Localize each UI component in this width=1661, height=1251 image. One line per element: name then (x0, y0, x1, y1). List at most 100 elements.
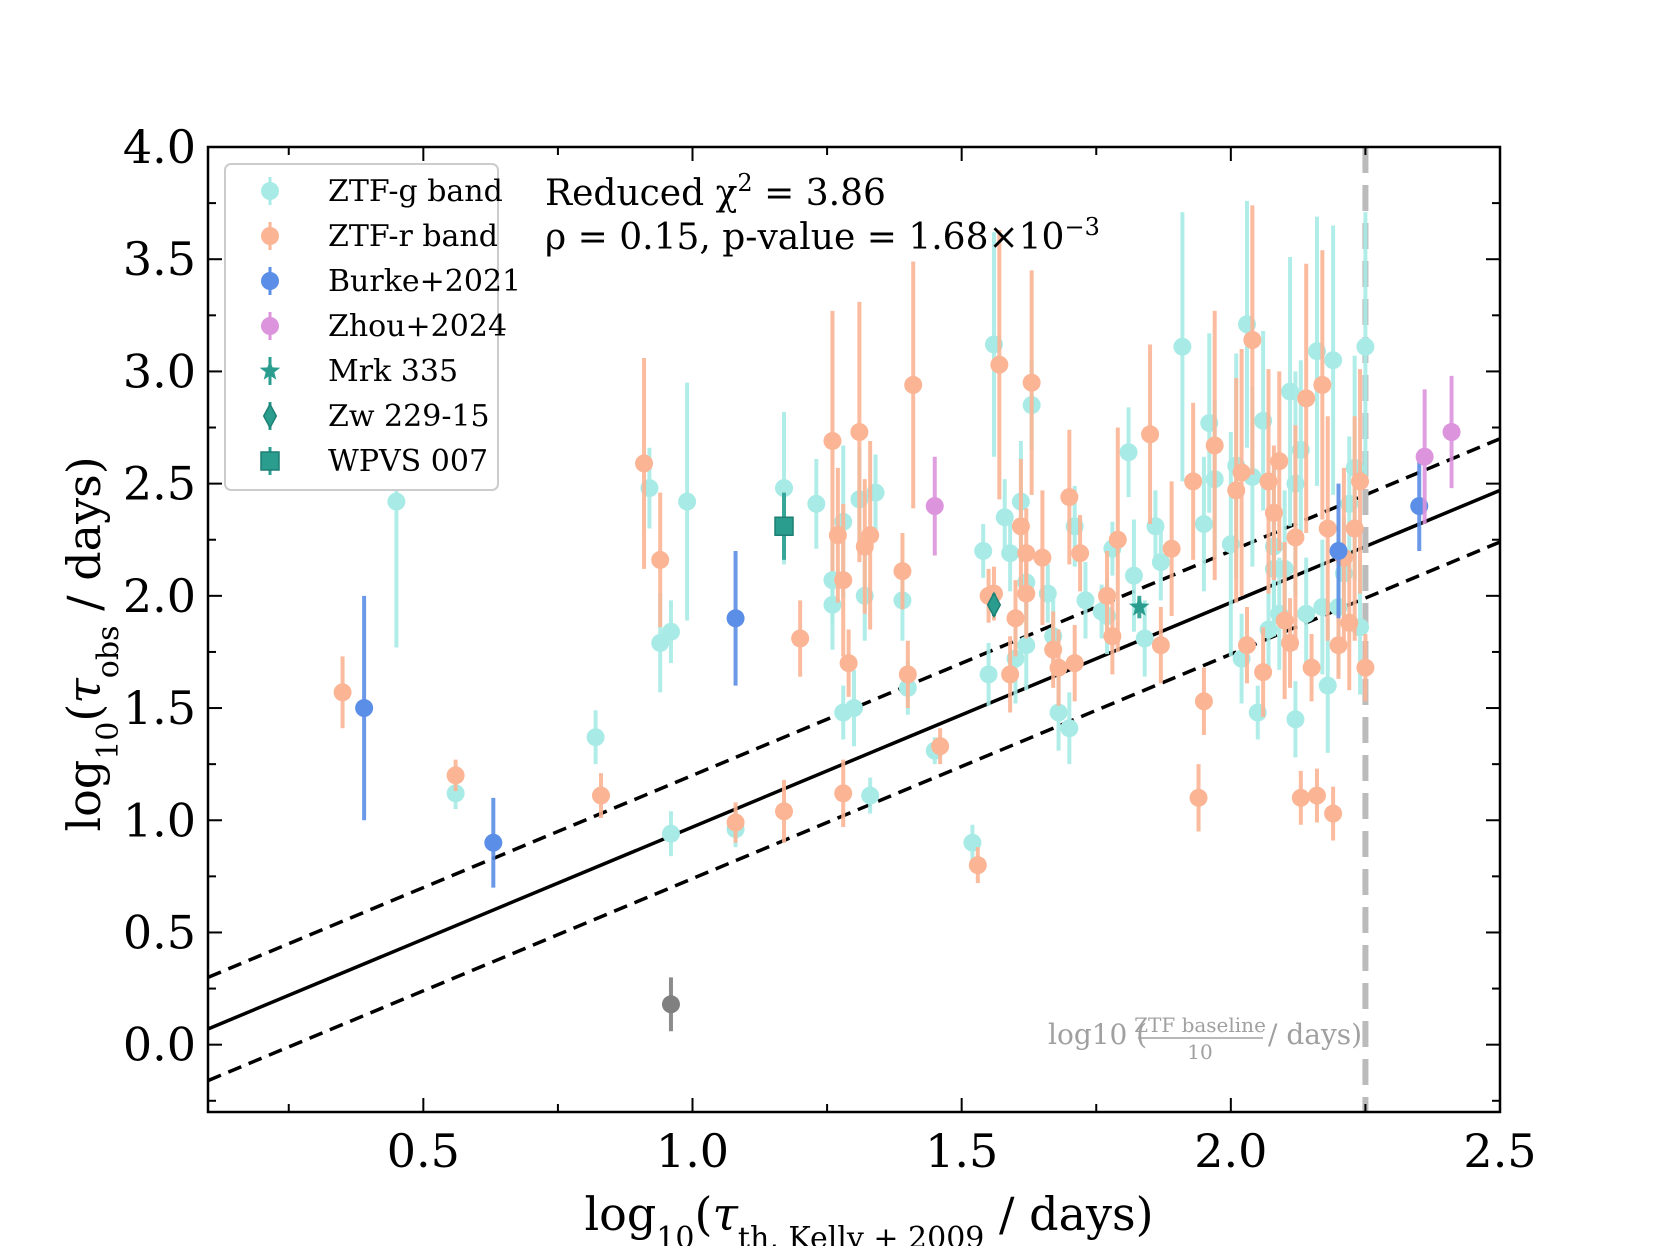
ztf-g-band-point-2 (586, 728, 605, 747)
legend-box (224, 163, 499, 491)
x-tick-label: 2.0 (1194, 1124, 1267, 1178)
ztf-r-band-point-7 (791, 629, 810, 648)
ztf-r-band-point-61 (1313, 375, 1332, 394)
svg-text:ZTF baseline: ZTF baseline (1134, 1013, 1266, 1037)
ztf-r-band-point-45 (1205, 436, 1224, 455)
ztf-r-band-point-50 (1254, 663, 1273, 682)
ztf-r-band-point-5 (726, 813, 745, 832)
ztf-r-band-point-8 (823, 431, 842, 450)
ztf-g-band-point-6 (661, 824, 680, 843)
ztf-r-band-point-41 (1162, 539, 1181, 558)
ztf-g-band-point-49 (1194, 515, 1213, 534)
ztf-r-band-point-60 (1307, 786, 1326, 805)
zhou-2024-point-2 (1442, 423, 1461, 442)
burke-2021-point-2 (726, 609, 745, 628)
legend-label: ZTF-g band (328, 174, 503, 209)
ztf-r-band-point-15 (861, 526, 880, 545)
ztf-g-band-point-28 (1001, 544, 1020, 563)
ztf-g-band-point-68 (1297, 604, 1316, 623)
plot-frame (206, 145, 1502, 1114)
series-ztf-r-band (333, 205, 1375, 884)
legend-marker-burke-2021 (261, 272, 279, 290)
ztf-g-band-point-7 (678, 492, 697, 511)
ztf-r-band-point-0 (333, 683, 352, 702)
x-tick-label: 2.5 (1463, 1124, 1536, 1178)
burke-2021-point-0 (355, 699, 374, 718)
axis-ticks: 0.5 1.0 1.5 2.0 2.5 0.0 0.5 1.0 1.5 2.0 2.5 3.0 3.5 4… (123, 120, 1537, 1178)
y-tick-label: 4.0 (123, 120, 196, 174)
zhou-2024-point-1 (1415, 447, 1434, 466)
baseline-label: log10 ( ZTF baseline 10 / days) (1048, 1013, 1362, 1064)
ztf-r-band-point-11 (834, 784, 853, 803)
data-points (333, 200, 1461, 1032)
ztf-r-band-point-16 (893, 562, 912, 581)
ztf-g-band-point-32 (1017, 636, 1036, 655)
ztf-r-band-point-30 (1033, 548, 1052, 567)
x-tick-label: 1.5 (925, 1124, 998, 1178)
y-tick-label: 0.5 (123, 905, 196, 959)
ztf-r-band-point-33 (1060, 488, 1079, 507)
ztf-r-band-point-57 (1291, 788, 1310, 807)
ztf-g-band-point-47 (1151, 553, 1170, 572)
legend-label: Burke+2021 (328, 264, 521, 299)
legend-marker-ztf-r-band (261, 227, 279, 245)
ztf-g-band-point-0 (387, 492, 406, 511)
series-wpvs-007 (774, 492, 794, 560)
ztf-r-band-point-13 (850, 423, 869, 442)
ztf-g-band-point-1 (446, 784, 465, 803)
ztf-g-band-point-24 (974, 541, 993, 560)
legend-item-zw-229-15: Zw 229-15 (262, 399, 490, 434)
ztf-g-band-point-36 (1049, 703, 1068, 722)
ztf-r-band-point-19 (931, 737, 950, 756)
ztf-g-band-point-72 (1324, 351, 1343, 370)
svg-text:log10 (: log10 ( (1048, 1018, 1147, 1051)
y-tick-label: 2.0 (123, 569, 196, 623)
x-axis-label: log10(τth, Kelly + 2009 / days) (584, 1187, 1153, 1246)
ztf-r-band-point-35 (1071, 544, 1090, 563)
reference-lines (207, 437, 1501, 1083)
legend-label: Mrk 335 (328, 354, 458, 389)
ztf-r-band-point-38 (1108, 530, 1127, 549)
y-tick-label: 2.5 (123, 457, 196, 511)
legend-label: WPVS 007 (328, 444, 488, 479)
y-tick-label: 0.0 (123, 1018, 196, 1072)
wpvs-007-point-0 (774, 516, 794, 537)
legend-item-wpvs-007: WPVS 007 (260, 444, 488, 479)
ztf-g-band-point-10 (807, 494, 826, 513)
y-tick-label: 3.5 (123, 232, 196, 286)
ztf-r-band-point-69 (1356, 658, 1375, 677)
legend-marker-mrk-335 (259, 360, 281, 380)
legend-item-zhou-2024: Zhou+2024 (261, 309, 507, 344)
legend-marker-zhou-2024 (261, 317, 279, 335)
ztf-g-band-point-15 (845, 699, 863, 718)
ztf-r-band-point-56 (1286, 528, 1305, 547)
y-tick-label: 1.0 (123, 793, 196, 847)
ztf-g-band-point-9 (775, 479, 794, 498)
legend-item-burke-2021: Burke+2021 (261, 264, 521, 299)
ztf-r-band-point-17 (898, 665, 917, 684)
zw-229-15-point-0 (986, 591, 1002, 619)
legend-marker-ztf-g-band (261, 182, 279, 200)
ztf-r-band-point-44 (1194, 692, 1213, 711)
y-tick-label: 1.5 (123, 681, 196, 735)
ztf-g-band-point-65 (1286, 710, 1305, 729)
legend-marker-wpvs-007 (260, 451, 280, 471)
legend: ZTF-g band ZTF-r band Burke+2021 Zhou+2024 M… (224, 163, 521, 491)
legend-label: Zw 229-15 (328, 399, 490, 434)
ztf-r-band-point-10 (834, 571, 853, 590)
y-tick-label: 3.0 (123, 344, 196, 398)
burke-2021-point-3 (1329, 541, 1348, 560)
mrk-335-point-0 (1129, 596, 1150, 616)
svg-text:/ days): / days) (1268, 1018, 1362, 1051)
ztf-r-band-point-58 (1297, 389, 1316, 408)
legend-item-ztf-r-band: ZTF-r band (261, 219, 498, 254)
series-ztf-g-band (387, 200, 1375, 861)
correlation-annotation: ρ = 0.15, p-value = 1.68×10−3 (545, 213, 1100, 258)
ztf-r-band-point-42 (1184, 472, 1203, 491)
ztf-r-band-point-63 (1324, 804, 1343, 823)
ztf-r-band-point-29 (1022, 373, 1041, 392)
series-mrk-335 (1129, 595, 1150, 619)
ztf-r-band-point-47 (1232, 463, 1251, 482)
ztf-r-band-point-6 (775, 802, 794, 821)
